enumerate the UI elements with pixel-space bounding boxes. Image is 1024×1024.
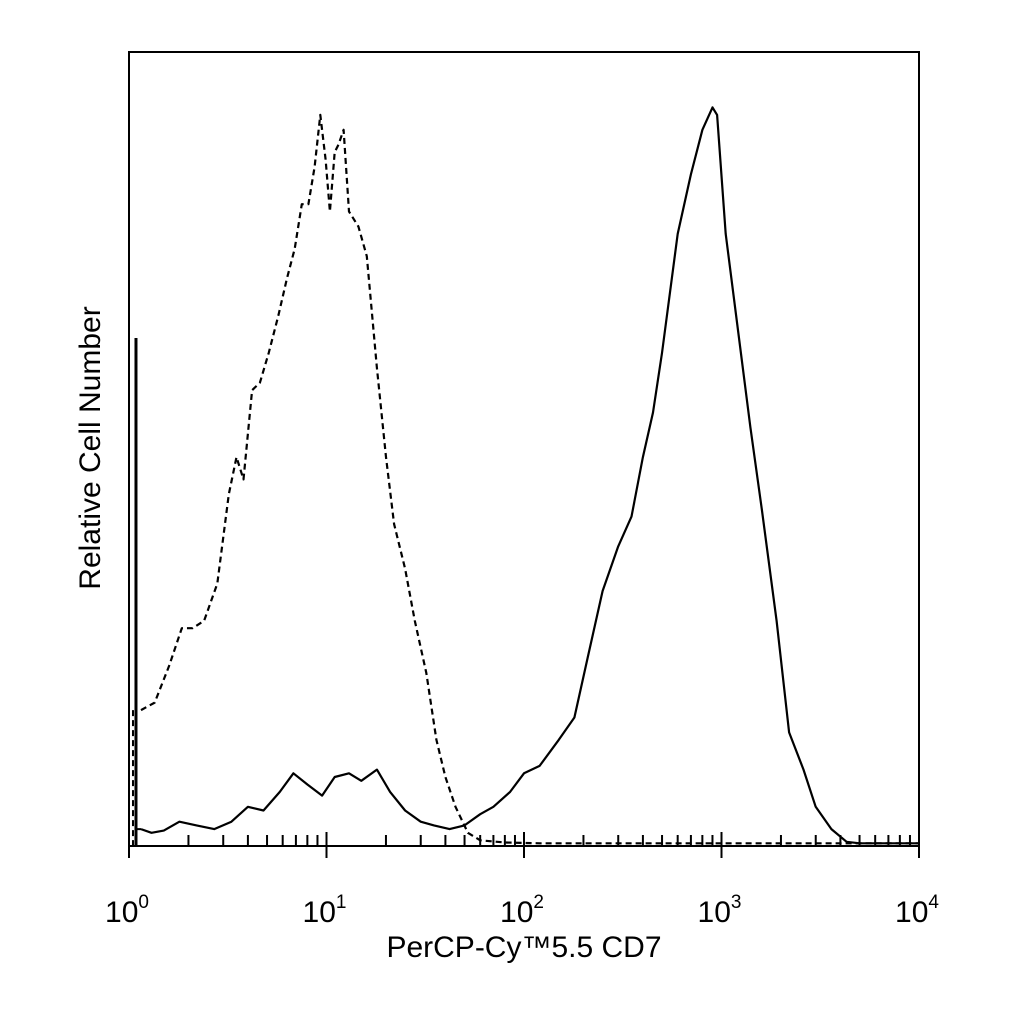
series-dashed-line [140, 113, 919, 845]
y-axis-title: Relative Cell Number [74, 306, 107, 589]
x-tick-label: 101 [303, 892, 347, 929]
x-axis-title: PerCP-Cy™5.5 CD7 [386, 931, 661, 964]
x-tick-label: 102 [500, 892, 544, 929]
x-tick-label: 100 [105, 892, 149, 929]
x-major-ticks [128, 832, 920, 858]
series-solid-line [140, 106, 919, 845]
x-tick-labels: 100 101 102 103 104 [105, 892, 939, 929]
series-layer [131, 106, 919, 846]
x-tick-label: 103 [698, 892, 742, 929]
x-tick-label: 104 [895, 892, 939, 929]
